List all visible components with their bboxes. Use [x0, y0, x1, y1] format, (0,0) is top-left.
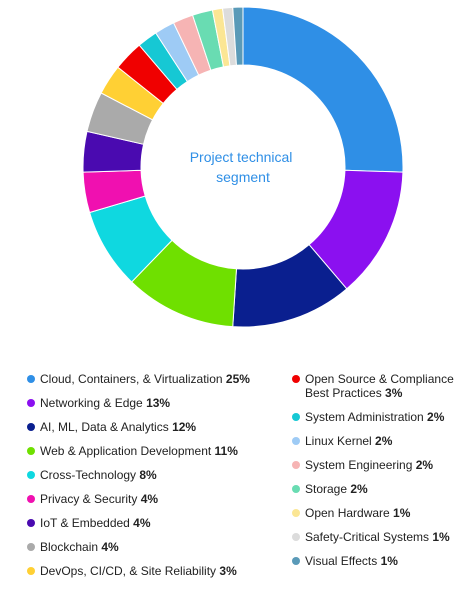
legend-label: Cloud, Containers, & Virtualization — [40, 372, 226, 386]
legend-swatch — [27, 423, 35, 431]
legend-value: 2% — [375, 434, 393, 448]
legend-value: 13% — [146, 396, 171, 410]
legend-value: 11% — [214, 444, 238, 458]
legend-item: Linux Kernel 2% — [292, 434, 472, 448]
legend-value: 2% — [415, 458, 434, 472]
legend-swatch — [27, 567, 35, 575]
donut-chart: Project technical segment — [82, 6, 404, 328]
legend-value: 4% — [140, 492, 159, 506]
legend-label: IoT & Embedded — [40, 516, 134, 530]
legend-item: System Administration 2% — [292, 410, 472, 424]
legend-label: DevOps, CI/CD, & Site Reliability — [40, 564, 220, 578]
legend-item: DevOps, CI/CD, & Site Reliability 3% — [27, 564, 287, 578]
legend-value: 25% — [225, 372, 250, 386]
legend-label: Privacy & Security — [40, 492, 141, 506]
legend-swatch — [27, 495, 35, 503]
legend-swatch — [292, 557, 300, 565]
legend-swatch — [292, 375, 300, 383]
legend-label: System Administration — [305, 410, 428, 424]
legend-value: 1% — [432, 530, 450, 544]
legend-item: System Engineering 2% — [292, 458, 472, 472]
legend-swatch — [27, 543, 35, 551]
legend-label: System Engineering — [305, 458, 416, 472]
legend-value: 12% — [172, 420, 197, 434]
legend-label: Networking & Edge — [40, 396, 147, 410]
legend-item: Cloud, Containers, & Virtualization 25% — [27, 372, 287, 386]
legend-item: Open Source & Compliance Best Practices … — [292, 372, 472, 400]
legend-swatch — [292, 437, 300, 445]
legend-swatch — [292, 533, 300, 541]
chart-title-line-1: Project technical — [190, 149, 293, 165]
legend-item: Cross-Technology 8% — [27, 468, 287, 482]
legend-item: Networking & Edge 13% — [27, 396, 287, 410]
legend-item: AI, ML, Data & Analytics 12% — [27, 420, 287, 434]
legend-label: Safety-Critical Systems — [305, 530, 433, 544]
legend-swatch — [27, 447, 35, 455]
legend-right-column: Open Source & Compliance Best Practices … — [292, 372, 472, 578]
legend-item: Storage 2% — [292, 482, 472, 496]
legend-label: Blockchain — [40, 540, 102, 554]
legend-item: Blockchain 4% — [27, 540, 287, 554]
legend-value: 4% — [133, 516, 151, 530]
donut-slice-1 — [242, 6, 404, 173]
chart-title: Project technical segment — [190, 149, 297, 185]
legend-swatch — [292, 461, 300, 469]
legend-label: Open Source & Compliance Best Practices — [305, 372, 454, 400]
legend-item: Safety-Critical Systems 1% — [292, 530, 472, 544]
legend-value: 1% — [380, 554, 398, 568]
legend-value: 2% — [427, 410, 445, 424]
legend-item: IoT & Embedded 4% — [27, 516, 287, 530]
legend-label: Storage — [305, 482, 351, 496]
legend-item: Web & Application Development 11% — [27, 444, 287, 458]
legend-label: Open Hardware — [305, 506, 394, 520]
legend-left-column: Cloud, Containers, & Virtualization 25% N… — [27, 372, 287, 588]
legend-swatch — [292, 509, 300, 517]
chart-title-line-2: segment — [216, 169, 270, 185]
legend-swatch — [27, 519, 35, 527]
donut-slice-17 — [232, 6, 244, 66]
legend-label: Visual Effects — [305, 554, 381, 568]
legend-item: Privacy & Security 4% — [27, 492, 287, 506]
legend-swatch — [292, 413, 300, 421]
legend-swatch — [292, 485, 300, 493]
legend-value: 1% — [393, 506, 411, 520]
legend-value: 8% — [139, 468, 157, 482]
legend-value: 3% — [219, 564, 237, 578]
legend-value: 3% — [385, 386, 403, 400]
legend-swatch — [27, 399, 35, 407]
legend-label: Web & Application Development — [40, 444, 215, 458]
legend-item: Visual Effects 1% — [292, 554, 472, 568]
legend-value: 2% — [350, 482, 368, 496]
legend-label: AI, ML, Data & Analytics — [40, 420, 173, 434]
legend-swatch — [27, 375, 35, 383]
legend-item: Open Hardware 1% — [292, 506, 472, 520]
legend-label: Linux Kernel — [305, 434, 376, 448]
legend-swatch — [27, 471, 35, 479]
legend-label: Cross-Technology — [40, 468, 140, 482]
legend-value: 4% — [101, 540, 119, 554]
donut-slices — [82, 6, 404, 328]
